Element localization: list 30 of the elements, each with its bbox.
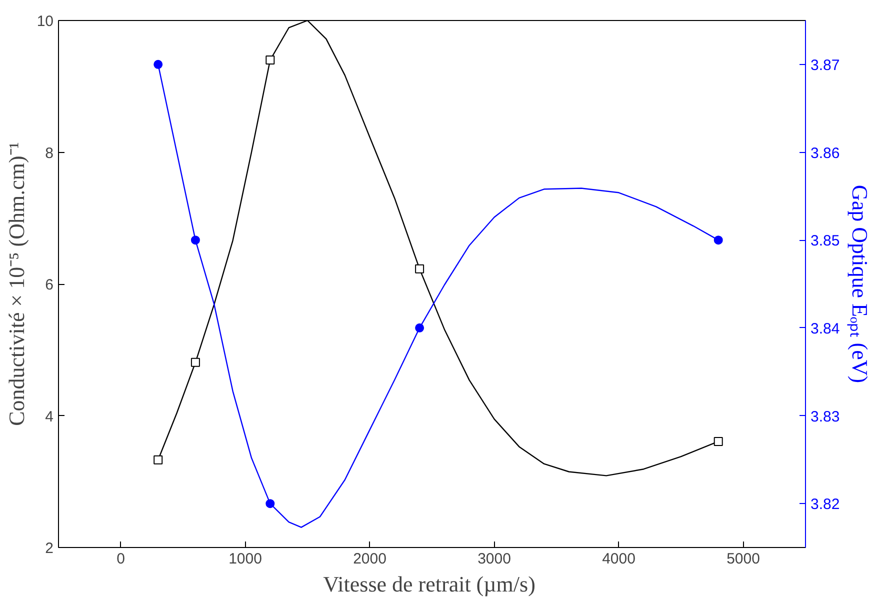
point [714, 436, 723, 446]
x-tick-label: 5000 [726, 550, 760, 568]
y-axis-title: Conductivité × 10⁻⁵ (Ohm.cm)⁻¹ [4, 142, 29, 426]
point [266, 56, 275, 65]
y2-axis-title: Gap Optique Eₒₚₜ (eV) [846, 184, 873, 384]
point [266, 499, 275, 508]
point [190, 358, 200, 367]
x-tick-label: 2000 [353, 550, 386, 568]
x-tick-label: 4000 [602, 550, 636, 568]
x-tick-label: 3000 [478, 550, 511, 568]
y-tick-label: 4 [45, 408, 54, 426]
y-tick-label: 2 [45, 540, 54, 557]
x-tick-label: 1000 [228, 550, 262, 568]
y2-tick-label: 3.86 [810, 144, 840, 162]
y-tick-label: 6 [45, 276, 54, 294]
y2-tick-label: 3.87 [810, 56, 840, 74]
x-axis-title: Vitesse de retrait (µm/s) [323, 572, 536, 596]
y-tick-label: 10 [36, 13, 54, 30]
y2-tick-label: 3.85 [810, 232, 840, 250]
point [154, 60, 163, 69]
y2-tick-label: 3.82 [810, 496, 840, 514]
point [415, 323, 424, 332]
y2-tick-label: 3.84 [810, 320, 840, 338]
point [714, 236, 723, 245]
y2-tick-label: 3.83 [810, 408, 840, 426]
point [190, 236, 200, 245]
point [154, 455, 163, 464]
y-tick-label: 8 [45, 144, 54, 162]
x-tick-label: 0 [116, 550, 125, 568]
point [415, 264, 424, 274]
